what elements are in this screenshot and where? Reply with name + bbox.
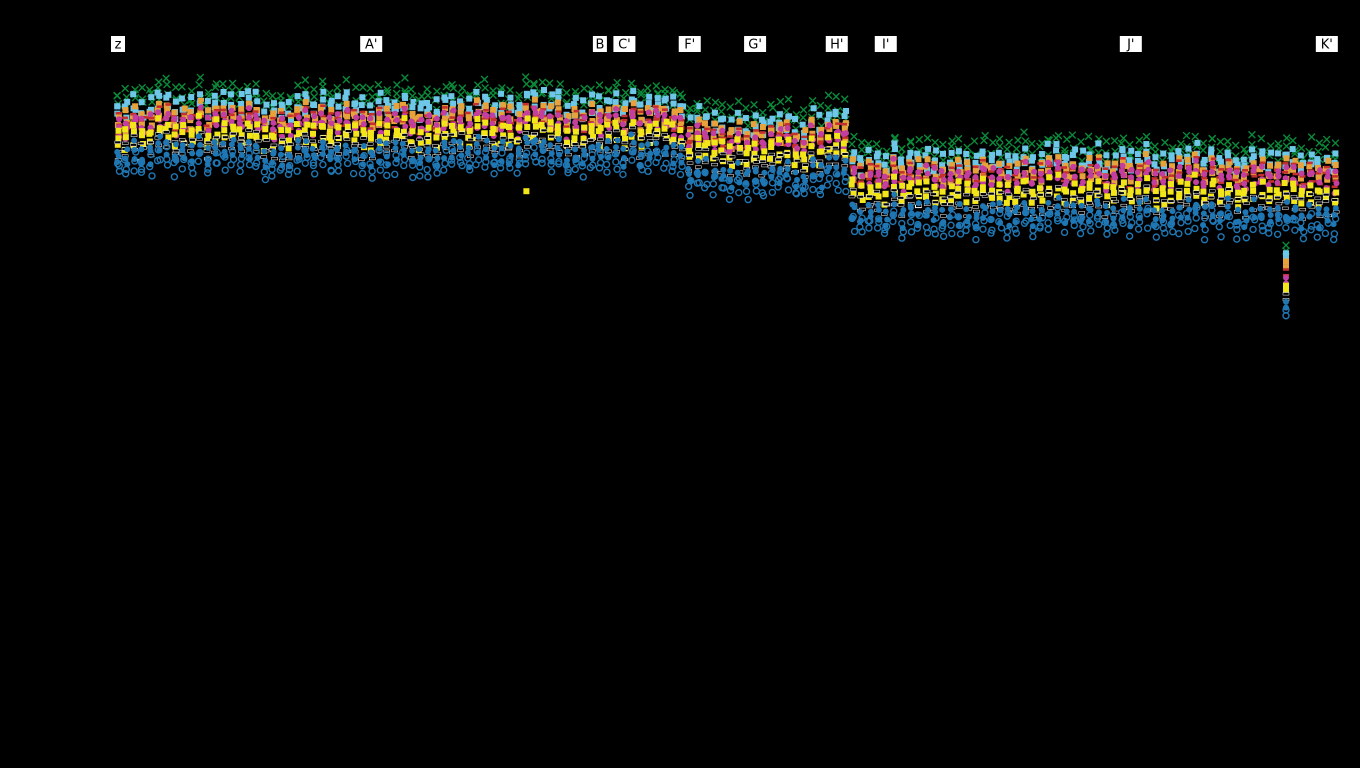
segment-label: H' bbox=[830, 38, 843, 53]
scatter-chart: z A' B C' F' G' H' I' J' K' bbox=[0, 0, 1360, 768]
segment-label: B bbox=[595, 38, 604, 53]
segment-label: K' bbox=[1321, 38, 1333, 53]
segment-label: F' bbox=[684, 38, 695, 53]
segment-label: C' bbox=[618, 38, 631, 53]
segment-label: z bbox=[115, 38, 122, 53]
segment-label: A' bbox=[365, 38, 377, 53]
segment-label: J' bbox=[1126, 38, 1134, 53]
segment-label: G' bbox=[748, 38, 762, 53]
segment-label: I' bbox=[882, 38, 889, 53]
